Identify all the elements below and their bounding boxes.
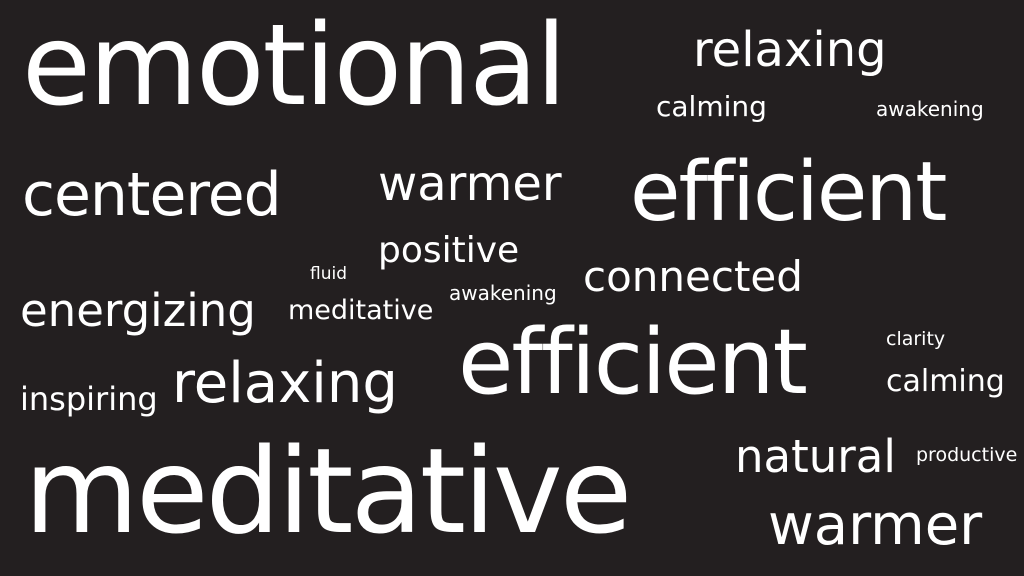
word-calming: calming (656, 90, 767, 123)
word-inspiring: inspiring (20, 380, 158, 418)
word-emotional: emotional (22, 1, 567, 131)
word-meditative: meditative (24, 422, 632, 560)
word-clarity: clarity (886, 328, 946, 350)
word-positive: positive (378, 230, 520, 271)
word-efficient: efficient (630, 145, 947, 240)
word-awakening: awakening (876, 97, 984, 121)
word-relaxing: relaxing (693, 22, 887, 78)
word-awakening: awakening (449, 281, 557, 305)
word-warmer: warmer (768, 493, 983, 558)
word-calming: calming (886, 364, 1005, 399)
word-connected: connected (583, 252, 803, 301)
word-efficient: efficient (458, 310, 808, 415)
word-energizing: energizing (20, 284, 256, 337)
word-relaxing: relaxing (172, 351, 398, 416)
word-warmer: warmer (378, 156, 562, 212)
word-centered: centered (22, 160, 282, 230)
word-fluid: fluid (310, 264, 347, 284)
word-meditative: meditative (288, 295, 434, 326)
word-productive: productive (916, 444, 1018, 466)
word-natural: natural (735, 430, 896, 483)
